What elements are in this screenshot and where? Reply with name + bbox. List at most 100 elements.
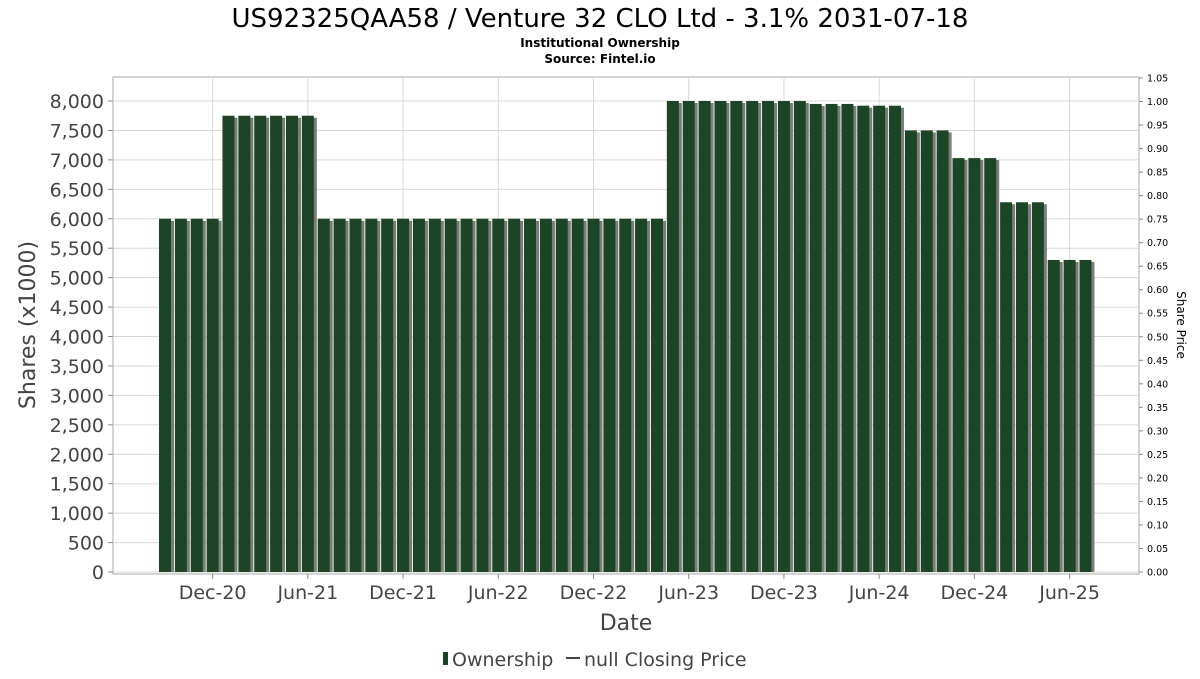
bar <box>730 101 743 572</box>
x-tick-label: Dec-20 <box>179 582 247 604</box>
y-tick-label: 1,000 <box>50 503 104 525</box>
bar <box>555 218 568 572</box>
bar <box>619 218 632 572</box>
bar <box>936 130 949 572</box>
bar <box>984 158 997 572</box>
y2-tick-label: 0.40 <box>1147 379 1168 390</box>
y2-tick-label: 0.05 <box>1147 544 1168 555</box>
y-tick-label: 0 <box>92 562 104 584</box>
bar <box>238 115 251 572</box>
bar <box>460 218 473 572</box>
y-tick-label: 500 <box>68 533 104 555</box>
y2-tick-label: 0.80 <box>1147 191 1168 202</box>
bar <box>857 105 870 573</box>
bar <box>349 218 362 572</box>
x-tick-label: Dec-23 <box>750 582 818 604</box>
bar <box>190 218 203 572</box>
y-tick-label: 6,000 <box>50 209 104 231</box>
y-tick-label: 1,500 <box>50 474 104 496</box>
y2-tick-label: 0.95 <box>1147 121 1168 132</box>
y2-tick-label: 0.90 <box>1147 144 1168 155</box>
y-tick-label: 2,000 <box>50 444 104 466</box>
y-tick-label: 4,000 <box>50 327 104 349</box>
y2-tick-label: 0.20 <box>1147 473 1168 484</box>
bar <box>746 101 759 572</box>
bar <box>381 218 394 572</box>
bar <box>571 218 584 572</box>
bar <box>793 101 806 572</box>
bar <box>508 218 521 572</box>
legend-price-label: null Closing Price <box>584 649 747 671</box>
bar <box>666 101 679 572</box>
bar <box>825 103 838 572</box>
bar <box>397 218 410 572</box>
bar <box>222 115 235 572</box>
x-tick-label: Dec-22 <box>560 582 628 604</box>
y2-tick-label: 0.60 <box>1147 285 1168 296</box>
y-tick-label: 8,000 <box>50 91 104 113</box>
x-tick-label: Dec-24 <box>940 582 1008 604</box>
y2-tick-label: 0.45 <box>1147 356 1168 367</box>
bar <box>174 218 187 572</box>
y2-tick-label: 0.70 <box>1147 238 1168 249</box>
x-tick-label: Jun-21 <box>276 582 338 604</box>
bar <box>539 218 552 572</box>
bar <box>317 218 330 572</box>
bar <box>603 218 616 572</box>
y2-tick-label: 0.30 <box>1147 426 1168 437</box>
bar <box>809 103 822 572</box>
bar <box>285 115 298 572</box>
bar <box>159 218 171 572</box>
bar <box>587 218 600 572</box>
bar <box>952 158 965 572</box>
y2-tick-label: 0.35 <box>1147 403 1168 414</box>
bar <box>1079 259 1092 572</box>
bar <box>777 101 790 572</box>
bars <box>159 101 1095 573</box>
x-tick-label: Dec-21 <box>369 582 437 604</box>
y2-tick-label: 0.25 <box>1147 450 1168 461</box>
y2-tick-label: 0.50 <box>1147 332 1168 343</box>
y-tick-label: 5,500 <box>50 238 104 260</box>
bar <box>333 218 346 572</box>
y-tick-label: 3,000 <box>50 385 104 407</box>
x-tick-label: Jun-24 <box>848 582 910 604</box>
y-axis-label: Shares (x1000) <box>16 241 41 409</box>
chart-title: US92325QAA58 / Venture 32 CLO Ltd - 3.1%… <box>232 4 969 34</box>
y2-tick-label: 0.10 <box>1147 520 1168 531</box>
bar <box>714 101 727 572</box>
bar <box>650 218 663 572</box>
bar <box>492 218 505 572</box>
bar <box>873 105 886 573</box>
y-tick-label: 6,500 <box>50 179 104 201</box>
bar <box>698 101 711 572</box>
y-tick-label: 2,500 <box>50 415 104 437</box>
legend-ownership-label: Ownership <box>452 649 553 671</box>
bar <box>412 218 425 572</box>
bar <box>524 218 537 572</box>
y2-tick-label: 0.75 <box>1147 215 1168 226</box>
x-tick-label: Jun-25 <box>1038 582 1100 604</box>
y-tick-label: 3,500 <box>50 356 104 378</box>
bar <box>206 218 219 572</box>
chart-source: Source: Fintel.io <box>544 52 655 66</box>
bar <box>270 115 283 572</box>
x-axis-label: Date <box>600 611 653 636</box>
x-tick-label: Jun-23 <box>657 582 719 604</box>
legend-ownership-swatch <box>443 652 448 665</box>
bar <box>1015 202 1028 572</box>
bar <box>904 130 917 572</box>
bar <box>762 101 775 572</box>
bar <box>968 158 981 572</box>
chart-subtitle: Institutional Ownership <box>520 36 680 50</box>
bar <box>1047 259 1060 572</box>
bar <box>444 218 457 572</box>
y2-tick-label: 0.15 <box>1147 497 1168 508</box>
y2-axis-label: Share Price <box>1174 291 1188 359</box>
y-axis-left: 0 500 1,000 1,500 2,000 2,500 3,000 3,500 4,000 4… <box>50 91 113 584</box>
y-axis-right: 0.00 0.05 0.10 0.15 0.20 0.25 0.30 0.35 0.40 0.45… <box>1139 74 1168 579</box>
y2-tick-label: 0.55 <box>1147 309 1168 320</box>
bar <box>889 105 902 573</box>
